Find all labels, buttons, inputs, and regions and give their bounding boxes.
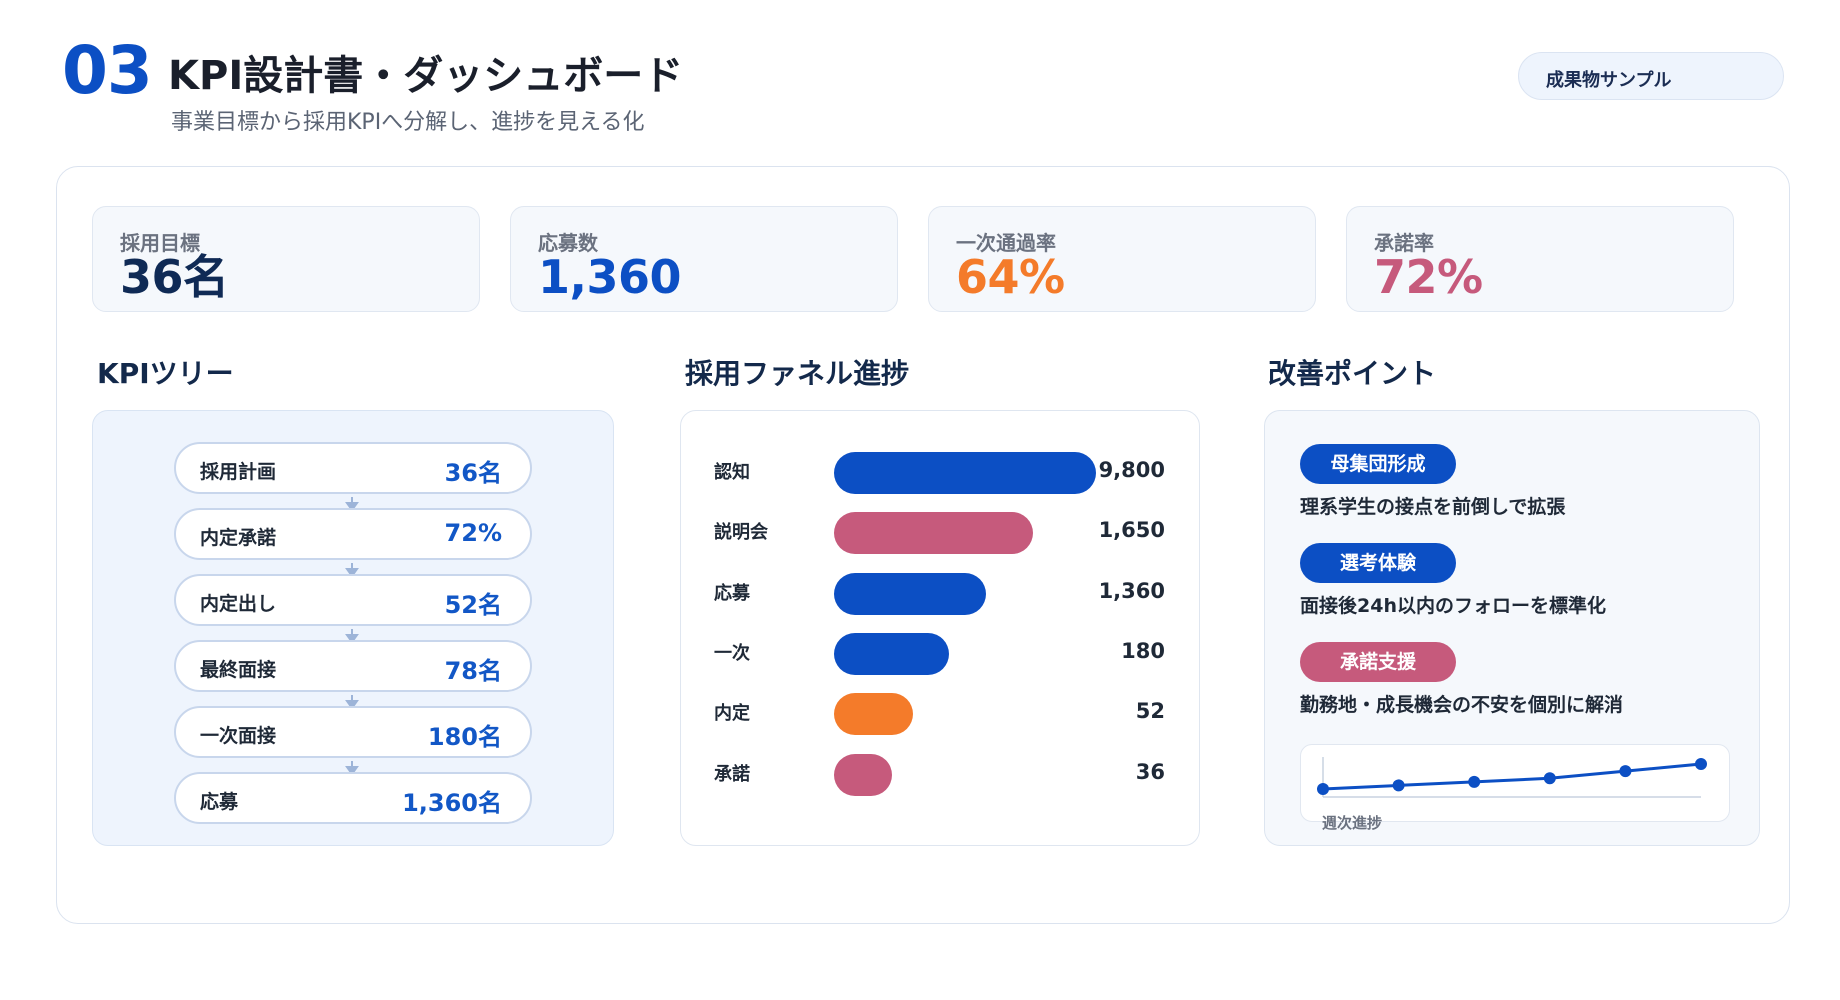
sparkline-point <box>1543 772 1556 785</box>
sparkline <box>1317 757 1707 798</box>
funnel-bar <box>834 573 986 615</box>
tree-node-value: 78名 <box>444 657 502 685</box>
sparkline-point <box>1619 765 1632 778</box>
tree-node-value: 1,360名 <box>402 789 502 817</box>
funnel-stage-value: 36 <box>1135 760 1165 784</box>
arrow-down-icon <box>345 563 359 577</box>
kpi-label: 承諾率 <box>1374 231 1434 255</box>
funnel-bar <box>834 633 949 675</box>
tree-node-label: 応募 <box>200 791 239 813</box>
funnel-stage-value: 180 <box>1121 639 1165 663</box>
improvement-tag: 承諾支援 <box>1300 642 1456 682</box>
funnel-stage-label: 認知 <box>714 462 750 483</box>
sparkline-line <box>1322 762 1702 791</box>
improvement-tag: 選考体験 <box>1300 543 1456 583</box>
kpi-value: 36名 <box>120 250 229 304</box>
kpi-tree-title: KPIツリー <box>97 357 234 390</box>
tree-node: 内定出し 52名 <box>174 574 532 626</box>
kpi-card-hiring-target: 採用目標 36名 <box>92 206 480 312</box>
improvements-title: 改善ポイント <box>1268 357 1437 390</box>
sample-badge-label: 成果物サンプル <box>1546 70 1672 91</box>
funnel-bar <box>834 693 913 735</box>
improvement-tag: 母集団形成 <box>1300 444 1456 484</box>
sparkline-point <box>1695 757 1707 770</box>
sparkline-point <box>1468 775 1481 788</box>
arrow-down-icon <box>345 629 359 643</box>
page-subtitle: 事業目標から採用KPIへ分解し、進捗を見える化 <box>171 110 645 135</box>
funnel-stage-label: 応募 <box>714 583 750 604</box>
tree-node: 内定承諾 72% <box>174 508 532 560</box>
tree-node-value: 72% <box>444 519 502 547</box>
kpi-label: 一次通過率 <box>956 231 1056 255</box>
tree-node-value: 52名 <box>444 591 502 619</box>
section-number: 03 <box>62 32 153 109</box>
arrow-down-icon <box>345 695 359 709</box>
arrow-down-icon <box>345 761 359 775</box>
tree-node-label: 内定出し <box>200 593 277 615</box>
funnel-stage-value: 1,650 <box>1098 518 1165 542</box>
kpi-value: 72% <box>1374 250 1483 304</box>
tree-node-value: 180名 <box>427 723 502 751</box>
weekly-progress-chart <box>1300 744 1730 822</box>
page-title: KPI設計書・ダッシュボード <box>168 53 684 99</box>
weekly-progress-label: 週次進捗 <box>1322 814 1383 832</box>
tree-node: 採用計画 36名 <box>174 442 532 494</box>
funnel-stage-value: 52 <box>1135 699 1165 723</box>
funnel-bar <box>834 512 1033 554</box>
funnel-stage-value: 9,800 <box>1098 458 1165 482</box>
kpi-value: 1,360 <box>538 250 682 304</box>
sparkline-point <box>1317 783 1329 795</box>
improvement-text: 面接後24h以内のフォローを標準化 <box>1300 595 1606 617</box>
sample-badge: 成果物サンプル <box>1518 52 1784 100</box>
tree-node-label: 内定承諾 <box>200 527 277 549</box>
kpi-card-first-pass-rate: 一次通過率 64% <box>928 206 1316 312</box>
funnel-stage-label: 承諾 <box>714 764 750 785</box>
improvement-text: 理系学生の接点を前倒しで拡張 <box>1300 496 1566 518</box>
tree-node-label: 一次面接 <box>200 725 277 747</box>
funnel-bar <box>834 754 892 796</box>
funnel-title: 採用ファネル進捗 <box>685 357 910 390</box>
kpi-value: 64% <box>956 250 1065 304</box>
funnel-stage-label: 内定 <box>714 703 750 724</box>
sparkline-point <box>1392 779 1405 792</box>
funnel-stage-label: 一次 <box>714 643 750 664</box>
tree-node-label: 採用計画 <box>200 461 277 483</box>
tree-node: 一次面接 180名 <box>174 706 532 758</box>
kpi-label: 採用目標 <box>120 231 200 255</box>
tree-node: 最終面接 78名 <box>174 640 532 692</box>
kpi-card-applications: 応募数 1,360 <box>510 206 898 312</box>
tree-node-value: 36名 <box>444 459 502 487</box>
tree-node: 応募 1,360名 <box>174 772 532 824</box>
funnel-stage-label: 説明会 <box>714 522 768 543</box>
tree-node-label: 最終面接 <box>200 659 277 681</box>
improvement-text: 勤務地・成長機会の不安を個別に解消 <box>1300 694 1624 716</box>
funnel-stage-value: 1,360 <box>1098 579 1165 603</box>
kpi-label: 応募数 <box>538 231 598 255</box>
arrow-down-icon <box>345 497 359 511</box>
funnel-bar <box>834 452 1096 494</box>
kpi-card-acceptance-rate: 承諾率 72% <box>1346 206 1734 312</box>
